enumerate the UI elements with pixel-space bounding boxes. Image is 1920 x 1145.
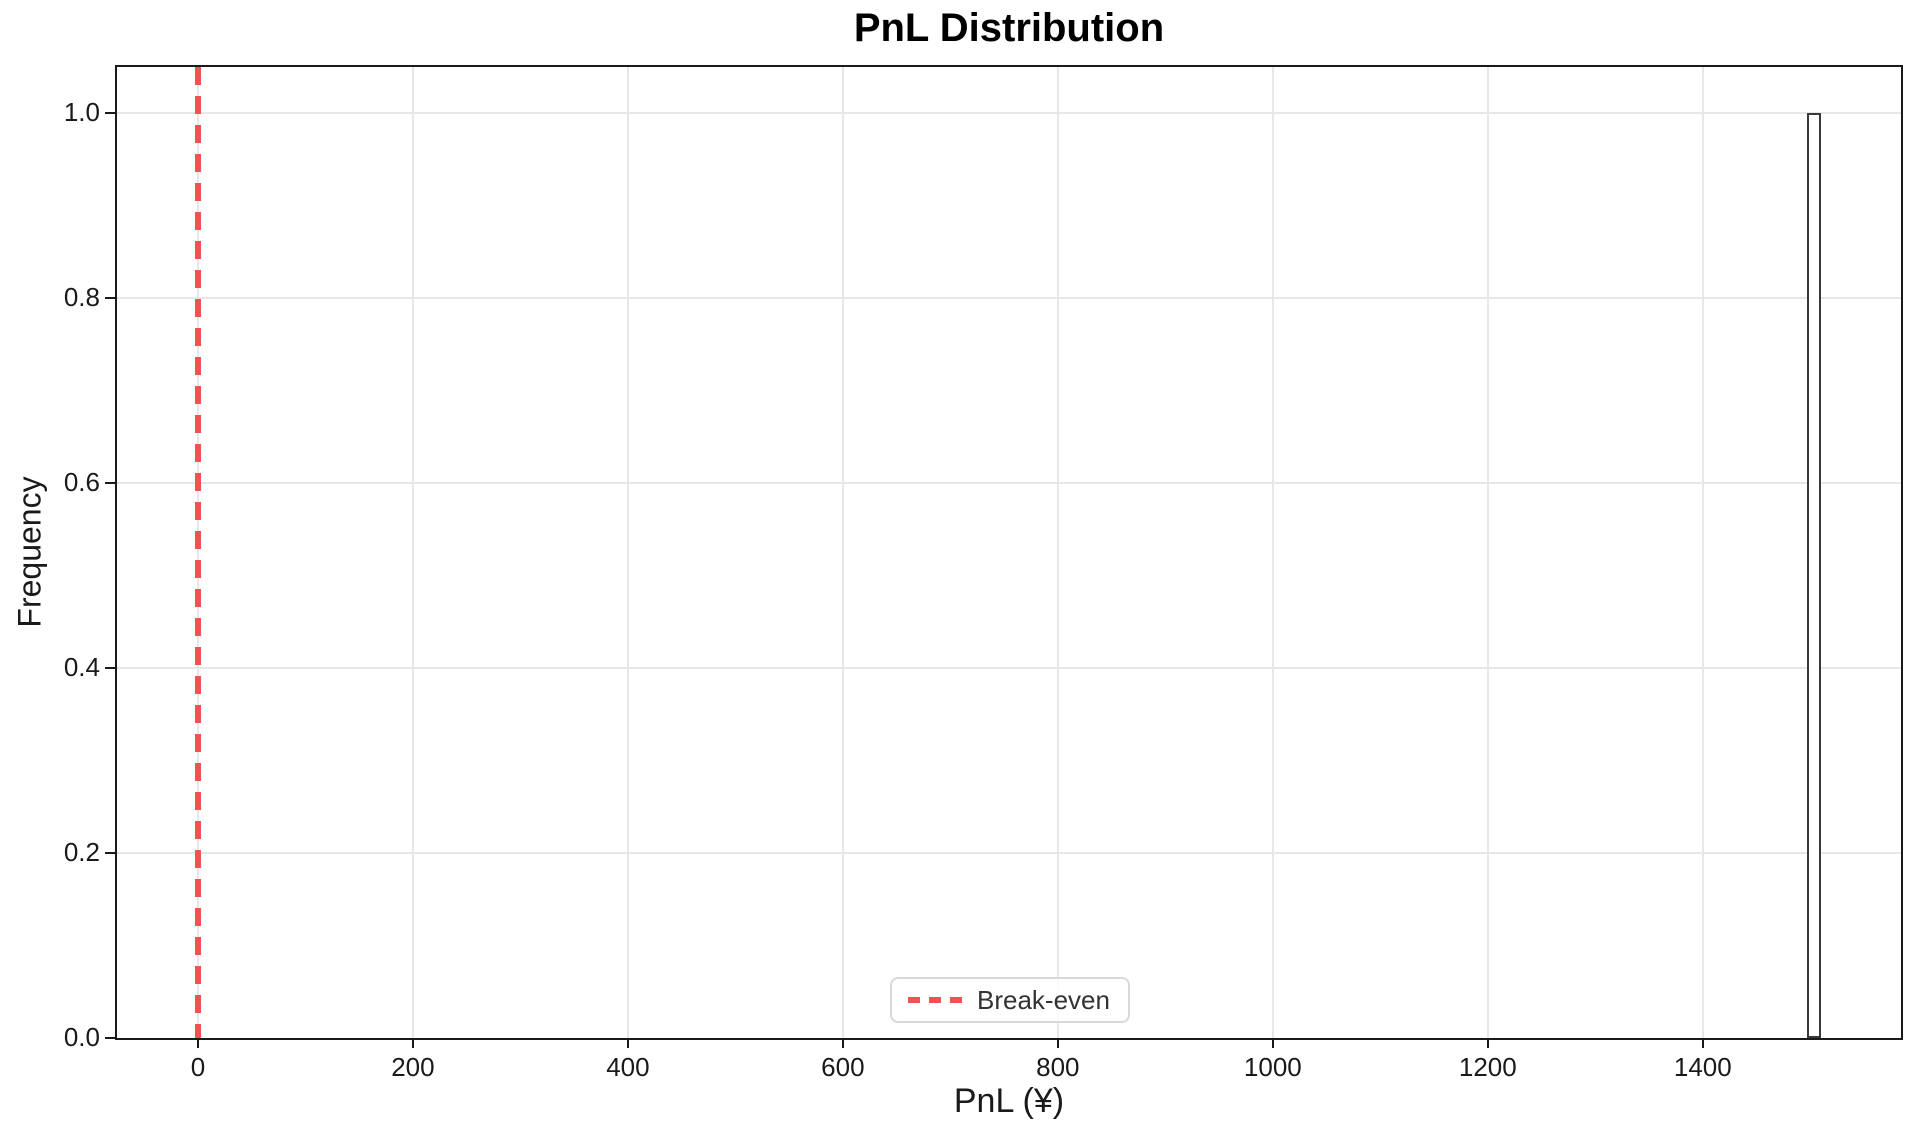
x-tick-mark [1701,1038,1704,1048]
x-tick-mark [626,1038,629,1048]
x-tick-label: 1200 [1458,1052,1517,1082]
y-tick-label: 0.4 [63,652,100,683]
x-tick-mark [411,1038,414,1048]
y-tick-label: 0.8 [63,282,100,313]
y-tick-mark [105,482,117,485]
x-tick-mark [841,1038,844,1048]
y-tick-label: 0.6 [63,467,100,498]
break-even-line [194,67,201,1038]
y-tick-mark [105,1037,117,1039]
grid-layer [117,67,1901,1038]
y-tick-label: 0.0 [63,1022,100,1052]
y-gridline [117,297,1901,300]
x-gridline [841,67,844,1038]
x-tick-label: 800 [1036,1052,1080,1082]
y-gridline [117,852,1901,855]
refline-layer [117,67,1901,1038]
histogram-bar [1806,113,1822,1038]
x-tick-mark [196,1038,199,1048]
x-tick-label: 1400 [1673,1052,1732,1082]
x-gridline [1701,67,1704,1038]
legend-dashed-line-sample [908,997,962,1003]
y-axis-label: Frequency [11,476,48,628]
y-tick-label: 0.2 [63,837,100,868]
y-tick-mark [105,112,117,115]
x-tick-label: 1000 [1243,1052,1302,1082]
x-gridline [1486,67,1489,1038]
x-axis-label: PnL (¥) [953,1082,1065,1120]
x-tick-mark [1486,1038,1489,1048]
x-tick-mark [1271,1038,1274,1048]
x-tick-label: 600 [821,1052,865,1082]
x-tick-mark [1056,1038,1059,1048]
x-gridline [411,67,414,1038]
x-tick-label: 0 [190,1052,206,1082]
legend: Break-even [890,977,1130,1023]
x-gridline [1271,67,1274,1038]
x-gridline [626,67,629,1038]
x-tick-label: 200 [391,1052,435,1082]
y-tick-mark [105,297,117,300]
x-tick-label: 400 [606,1052,650,1082]
y-tick-mark [105,852,117,855]
y-tick-label: 1.0 [63,97,100,128]
y-gridline [117,667,1901,670]
y-tick-mark [105,667,117,670]
chart-title: PnL Distribution [853,6,1165,50]
y-gridline [117,482,1901,485]
plot-area [115,65,1903,1040]
series-layer [117,67,1901,1038]
y-gridline [117,112,1901,115]
x-gridline [1056,67,1059,1038]
legend-label: Break-even [977,984,1110,1015]
